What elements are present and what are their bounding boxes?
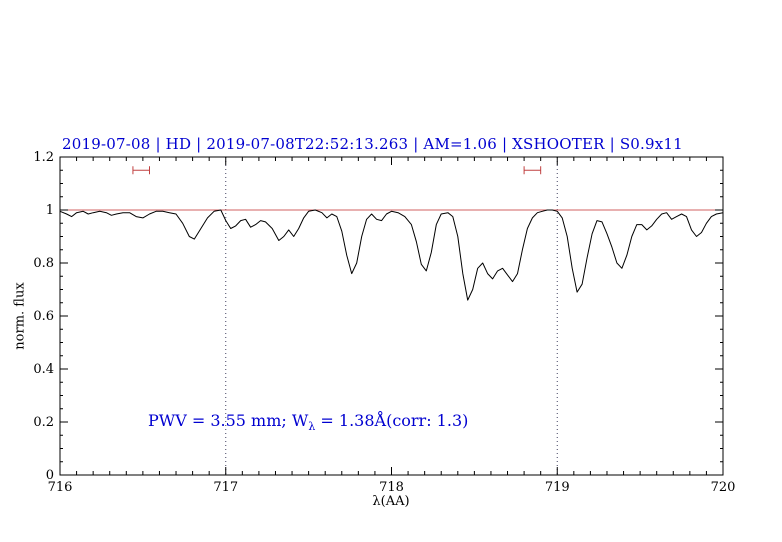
y-tick-label: 0: [46, 468, 54, 483]
y-tick-label: 0.6: [33, 309, 54, 324]
x-tick-label: 718: [379, 480, 404, 495]
x-tick-label: 716: [48, 480, 73, 495]
x-axis-label: λ(AA): [372, 494, 410, 509]
pwv-annotation-part1: PWV = 3.55 mm; W: [148, 411, 309, 430]
y-tick-label: 1: [46, 203, 54, 218]
y-tick-label: 1.2: [33, 150, 54, 165]
x-tick-label: 719: [545, 480, 570, 495]
spectrum-line: [59, 209, 724, 301]
pwv-annotation-part2: = 1.38Å(corr: 1.3): [315, 411, 469, 430]
pwv-annotation-subscript: λ: [308, 420, 316, 434]
y-tick-label: 0.4: [33, 362, 54, 377]
x-tick-label: 717: [213, 480, 238, 495]
y-tick-label: 0.8: [33, 256, 54, 271]
plot-title: 2019-07-08 | HD | 2019-07-08T22:52:13.26…: [62, 135, 683, 153]
x-tick-label: 720: [711, 480, 736, 495]
y-axis-label: norm. flux: [12, 282, 28, 350]
pwv-annotation: PWV = 3.55 mm; Wλ = 1.38Å(corr: 1.3): [148, 411, 468, 433]
y-tick-label: 0.2: [33, 415, 54, 430]
